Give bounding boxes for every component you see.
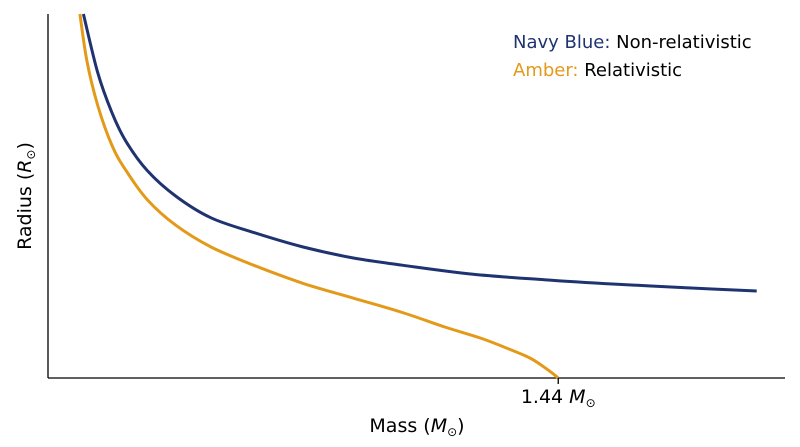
series-line-relativistic: [78, 13, 560, 380]
legend-item-non-relativistic: Navy Blue: Non-relativistic: [513, 32, 752, 53]
series-line-non-relativistic: [81, 13, 757, 293]
legend-key-navy: Navy Blue:: [513, 32, 610, 53]
legend: Navy Blue: Non-relativistic Amber: Relat…: [513, 32, 752, 81]
x-axis-label: Mass (M⊙): [369, 415, 464, 439]
legend-text-relativistic: Relativistic: [584, 60, 682, 81]
legend-key-amber: Amber:: [513, 60, 579, 81]
legend-text-non-relativistic: Non-relativistic: [616, 32, 752, 53]
y-axis-label: Radius (R⊙): [14, 142, 38, 250]
x-tick-label: 1.44 M⊙: [521, 386, 596, 410]
legend-item-relativistic: Amber: Relativistic: [513, 60, 682, 81]
